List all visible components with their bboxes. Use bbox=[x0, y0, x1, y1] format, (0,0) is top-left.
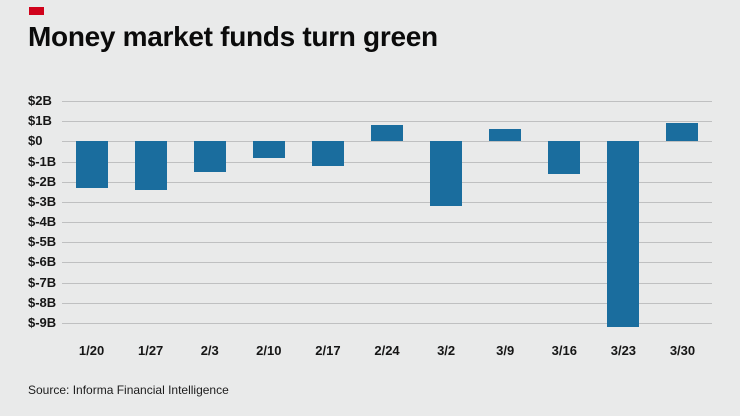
x-tick-label: 2/24 bbox=[374, 343, 400, 358]
x-tick-label: 3/16 bbox=[551, 343, 577, 358]
gridline bbox=[62, 302, 712, 304]
y-tick-label: $-4B bbox=[28, 214, 57, 230]
x-axis-labels: 1/20 1/27 2/3 2/10 2/17 2/24 3/2 3/9 3/16 3/23 3/3… bbox=[62, 343, 712, 358]
x-tick-label: 3/9 bbox=[496, 343, 515, 358]
accent-mark bbox=[29, 7, 44, 15]
bar-3/16 bbox=[548, 141, 581, 174]
gridline bbox=[62, 323, 712, 324]
page-title: Money market funds turn green bbox=[28, 21, 438, 52]
y-axis-labels: $2B $1B $0 $-1B $-2B $-3B $-4B $-5B $-6B $-7B $-8B… bbox=[28, 93, 62, 330]
y-tick-label: $-1B bbox=[28, 153, 57, 169]
y-tick-label: $1B bbox=[28, 113, 52, 129]
y-tick-label: $-7B bbox=[28, 274, 57, 290]
x-tick-label: 1/20 bbox=[78, 343, 105, 358]
bar-3/23 bbox=[607, 141, 640, 328]
gridline bbox=[62, 101, 712, 102]
bar-1/27 bbox=[134, 141, 167, 190]
x-tick-label: 3/23 bbox=[610, 343, 637, 358]
bar-2/24 bbox=[371, 125, 403, 142]
gridline bbox=[62, 161, 712, 163]
x-tick-label: 2/10 bbox=[256, 343, 282, 358]
gridline bbox=[62, 201, 712, 203]
y-tick-label: $2B bbox=[28, 93, 52, 108]
gridline bbox=[62, 282, 712, 284]
y-tick-label: $-5B bbox=[28, 234, 57, 250]
gridline bbox=[62, 242, 712, 244]
bar-2/17 bbox=[311, 141, 344, 166]
gridline bbox=[62, 121, 712, 123]
gridline bbox=[62, 222, 712, 224]
bar-3/9 bbox=[489, 129, 522, 142]
gridline bbox=[62, 181, 712, 183]
bar-2/10 bbox=[252, 141, 285, 158]
source-note: Source: Informa Financial Intelligence bbox=[28, 383, 229, 397]
y-tick-label: $-8B bbox=[28, 294, 57, 310]
bar-2/3 bbox=[193, 141, 226, 172]
bar-1/20 bbox=[75, 141, 108, 188]
y-tick-label: $-6B bbox=[28, 254, 57, 270]
bar-3/2 bbox=[430, 141, 463, 206]
y-tick-label: $-3B bbox=[28, 193, 57, 209]
plot-area bbox=[62, 101, 712, 328]
x-tick-label: 2/17 bbox=[315, 343, 341, 358]
x-tick-label: 2/3 bbox=[200, 343, 219, 358]
bar-3/30 bbox=[666, 123, 699, 142]
x-tick-label: 3/2 bbox=[437, 343, 456, 358]
y-tick-label: $-9B bbox=[28, 315, 57, 330]
y-tick-label: $0 bbox=[28, 133, 43, 149]
y-tick-label: $-2B bbox=[28, 173, 57, 189]
gridline bbox=[62, 262, 712, 264]
x-tick-label: 3/30 bbox=[669, 343, 696, 358]
gridline bbox=[62, 141, 712, 143]
x-tick-label: 1/27 bbox=[137, 343, 164, 358]
